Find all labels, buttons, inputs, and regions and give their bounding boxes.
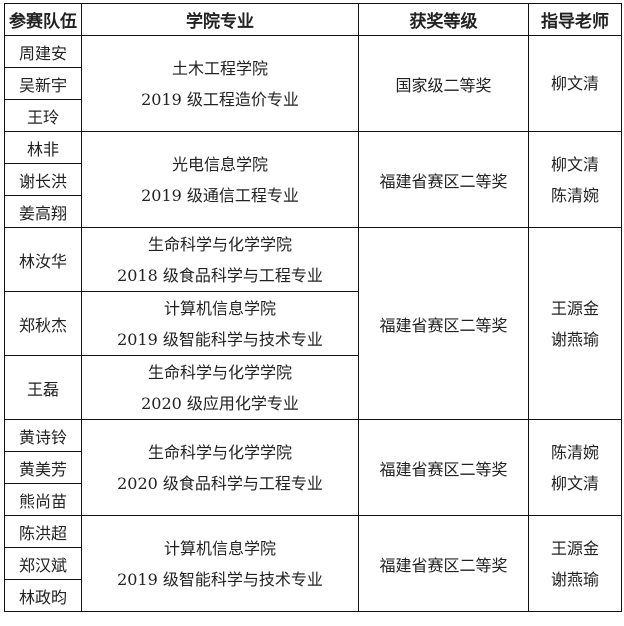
table-row: 郑秋杰 计算机信息学院 2019 级智能科学与技术专业 [4,291,622,356]
member-name: 林汝华 [4,227,82,292]
advisor: 柳文清 [550,74,599,93]
college-major-cell: 土木工程学院 2019 级工程造价专业 [81,35,359,132]
table-row: 陈洪超 计算机信息学院 2019 级智能科学与技术专业 福建省赛区二等奖 王源金谢… [4,515,622,612]
member-name: 谢长洪 [4,163,82,196]
college-major-cell: 生命科学与化学学院 2020 级食品科学与工程专业 [81,419,359,516]
member-name: 吴新宇 [4,67,82,100]
table-row: 黄美芳 [4,451,622,484]
college-major-cell: 计算机信息学院 2019 级智能科学与技术专业 [81,291,359,356]
advisor: 柳文清 [550,154,599,174]
header-award: 获奖等级 [358,3,529,36]
table-row: 王玲 [4,99,622,132]
advisor-cell: 王源金 谢燕瑜 [528,227,622,420]
member-name: 周建安 [4,35,82,68]
member-name: 郑汉斌 [4,547,82,580]
table-row: 姜高翔 [4,195,622,228]
college: 土木工程学院 [171,58,268,78]
award-cell: 福建省赛区二等奖 [358,419,529,516]
college: 计算机信息学院 [163,298,276,318]
table-row: 林非 光电信息学院 2019 级通信工程专业 福建省赛区二等奖 柳文清陈清婉 [4,131,622,228]
college: 生命科学与化学学院 [147,442,292,462]
member-name: 熊尚苗 [4,483,82,516]
college-major-cell: 生命科学与化学学院 2018 级食品科学与工程专业 [81,227,359,292]
college: 光电信息学院 [171,154,268,174]
table-row: 吴新宇 [4,67,622,100]
major: 2019 级智能科学与技术专业 [117,329,323,349]
header-advisor: 指导老师 [528,3,622,36]
college-major-cell: 计算机信息学院 2019 级智能科学与技术专业 [81,515,359,612]
table-row: 周建安 土木工程学院 2019 级工程造价专业 国家级二等奖 柳文清 [4,35,622,132]
college: 生命科学与化学学院 [147,234,292,254]
table-row: 王磊 生命科学与化学学院 2020 级应用化学专业 [4,355,622,420]
college: 生命科学与化学学院 [147,362,292,382]
advisor: 王源金 [550,538,599,558]
award-cell: 福建省赛区二等奖 [358,515,529,612]
member-name: 王玲 [4,99,82,132]
table-row: 林汝华 生命科学与化学学院 2018 级食品科学与工程专业 福建省赛区二等奖 王源… [4,227,622,420]
major: 2020 级应用化学专业 [141,393,299,413]
advisor: 谢燕瑜 [550,329,599,349]
advisor-cell: 王源金 谢燕瑜 [528,515,622,612]
major: 2018 级食品科学与工程专业 [117,265,323,285]
advisor: 陈清婉 [550,185,599,205]
table-row: 熊尚苗 [4,483,622,516]
college-major-cell: 光电信息学院 2019 级通信工程专业 [81,131,359,228]
advisor-cell: 柳文清 陈清婉 [528,131,622,228]
header-row: 参赛队伍 学院专业 获奖等级 指导老师 [4,3,622,36]
award-cell: 国家级二等奖 [358,35,529,132]
advisor: 谢燕瑜 [550,569,599,589]
member-name: 黄诗铃 [4,419,82,452]
member-name: 陈洪超 [4,515,82,548]
member-name: 林非 [4,131,82,164]
awards-table: 参赛队伍 学院专业 获奖等级 指导老师 周建安 土木工程学院 2019 级工程造价… [4,3,622,612]
major: 2019 级工程造价专业 [141,89,299,109]
advisor-cell: 陈清婉 柳文清 [528,419,622,516]
major: 2020 级食品科学与工程专业 [117,473,323,493]
member-name: 林政昀 [4,579,82,612]
member-name: 黄美芳 [4,451,82,484]
advisor: 柳文清 [550,473,599,493]
advisor: 陈清婉 [550,442,599,462]
college-major-cell: 生命科学与化学学院 2020 级应用化学专业 [81,355,359,420]
advisor-cell: 柳文清 [528,35,622,132]
college: 计算机信息学院 [163,538,276,558]
award-cell: 福建省赛区二等奖 [358,227,529,420]
major: 2019 级通信工程专业 [141,185,299,205]
award-cell: 福建省赛区二等奖 [358,131,529,228]
header-college-major: 学院专业 [81,3,359,36]
member-name: 姜高翔 [4,195,82,228]
header-team: 参赛队伍 [4,3,82,36]
table-row: 黄诗铃 生命科学与化学学院 2020 级食品科学与工程专业 福建省赛区二等奖 陈清… [4,419,622,516]
major: 2019 级智能科学与技术专业 [117,569,323,589]
member-name: 王磊 [4,355,82,420]
member-name: 郑秋杰 [4,291,82,356]
table-row: 林政昀 [4,579,622,612]
advisor: 王源金 [550,298,599,318]
